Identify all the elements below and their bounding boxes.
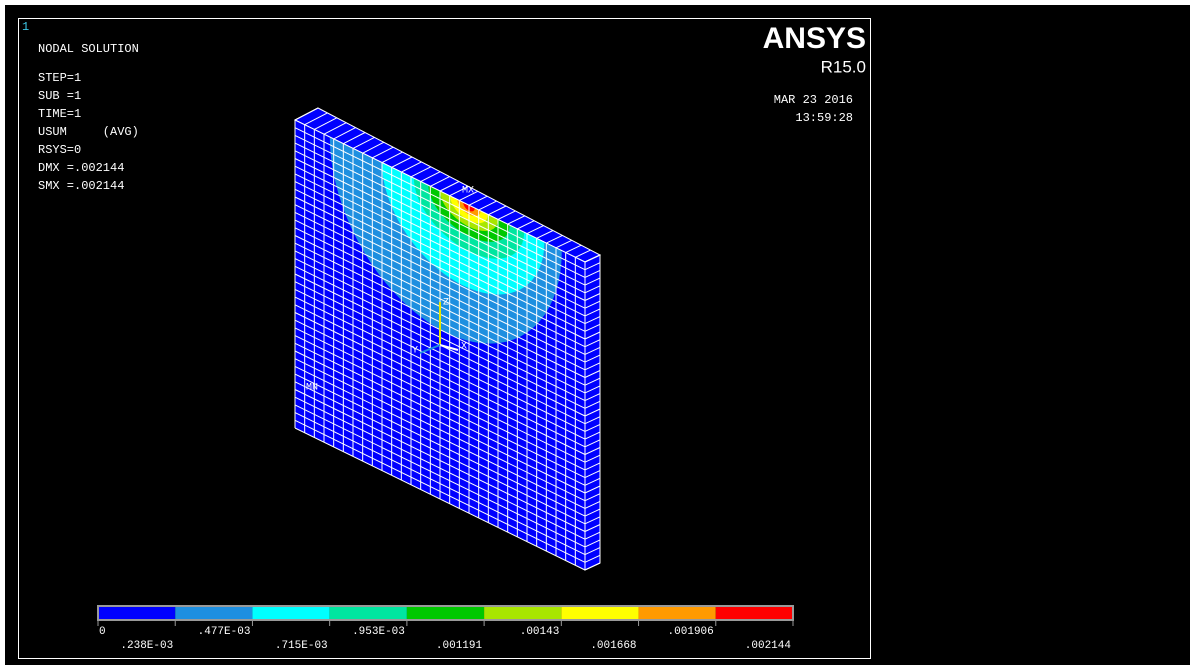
legend-label: .477E-03 bbox=[198, 626, 251, 638]
date: MAR 23 2016 bbox=[774, 93, 853, 107]
info-line: SUB =1 bbox=[38, 89, 81, 103]
legend-label: .001906 bbox=[668, 626, 714, 638]
legend-swatch bbox=[175, 606, 252, 620]
info-line: TIME=1 bbox=[38, 107, 81, 121]
legend-swatch bbox=[407, 606, 484, 620]
axis-label: X bbox=[461, 342, 467, 353]
page: 1 NODAL SOLUTION STEP=1 SUB =1 TIME=1 USUM … bbox=[0, 0, 1195, 670]
legend-label: .001191 bbox=[436, 640, 483, 652]
legend-label: .953E-03 bbox=[352, 626, 405, 638]
axis-label: Y bbox=[412, 346, 418, 357]
legend-label: .715E-03 bbox=[275, 640, 328, 652]
info-line: STEP=1 bbox=[38, 71, 81, 85]
legend-swatch bbox=[716, 606, 793, 620]
axis-label: Z bbox=[443, 298, 449, 309]
legend-label: .002144 bbox=[745, 640, 792, 652]
min-label: MN bbox=[306, 383, 318, 394]
logo: ANSYS bbox=[763, 22, 866, 55]
legend-label: .238E-03 bbox=[120, 640, 173, 652]
legend-swatch bbox=[98, 606, 175, 620]
info-line: DMX =.002144 bbox=[38, 161, 124, 175]
ansys-window: 1 NODAL SOLUTION STEP=1 SUB =1 TIME=1 USUM … bbox=[0, 0, 1195, 670]
legend-label: .001668 bbox=[590, 640, 636, 652]
legend-swatch bbox=[639, 606, 716, 620]
window-id: 1 bbox=[22, 20, 29, 34]
time: 13:59:28 bbox=[795, 111, 853, 125]
info-line: RSYS=0 bbox=[38, 143, 81, 157]
legend-swatch bbox=[252, 606, 329, 620]
version: R15.0 bbox=[821, 57, 866, 76]
legend-label: 0 bbox=[99, 626, 106, 638]
legend-swatch bbox=[484, 606, 561, 620]
legend-swatch bbox=[330, 606, 407, 620]
legend-label: .00143 bbox=[520, 626, 560, 638]
info-line: USUM (AVG) bbox=[38, 125, 139, 139]
max-label: MX bbox=[462, 186, 474, 197]
info-title: NODAL SOLUTION bbox=[38, 42, 139, 56]
info-line: SMX =.002144 bbox=[38, 179, 124, 193]
legend-swatch bbox=[561, 606, 638, 620]
